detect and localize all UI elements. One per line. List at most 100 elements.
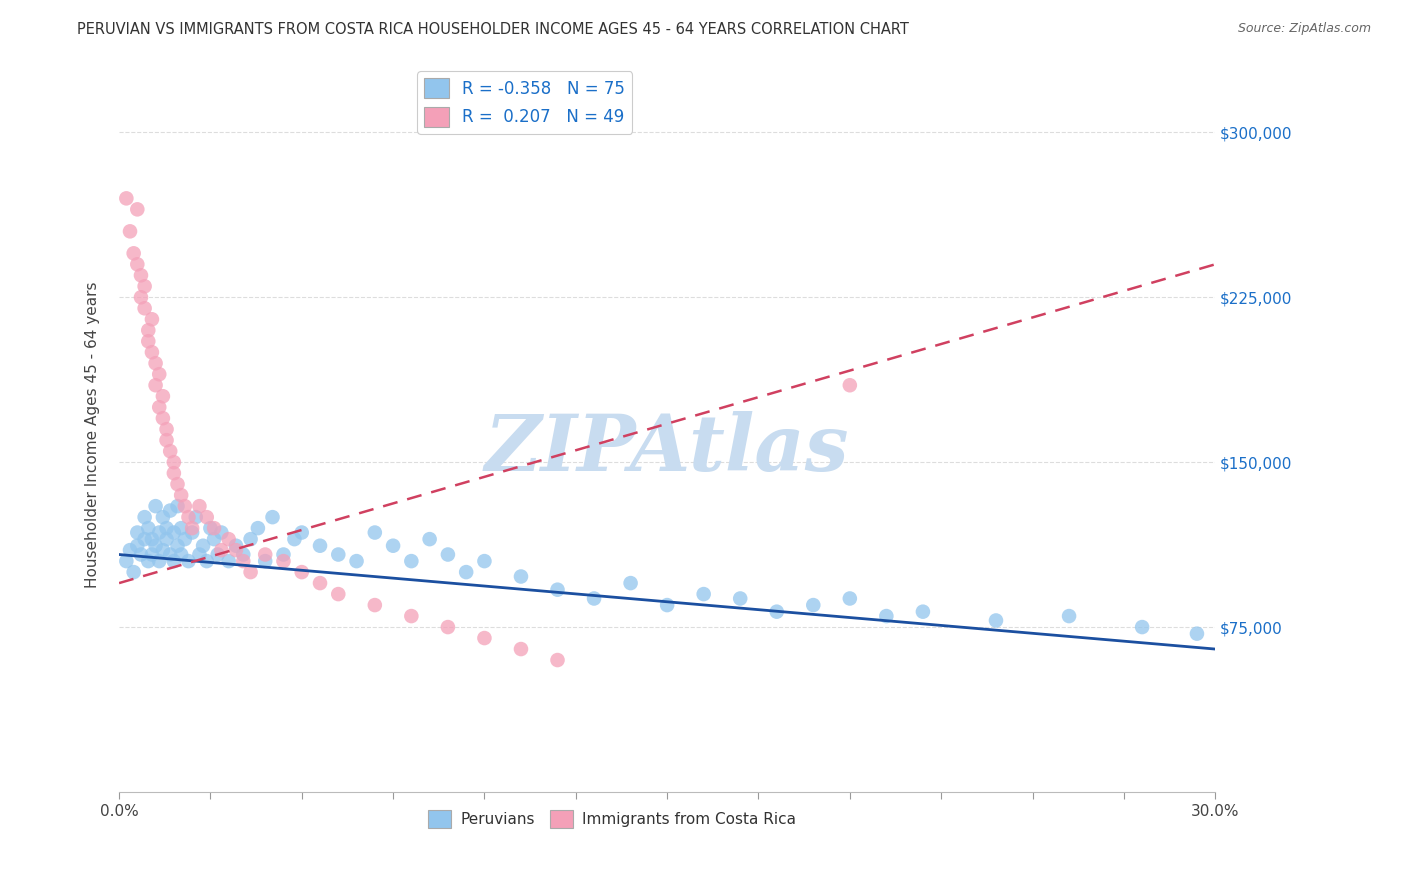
- Point: [127, 257, 149, 271]
- Point: [232, 548, 254, 562]
- Point: [127, 202, 149, 217]
- Point: [166, 477, 188, 491]
- Point: [191, 539, 214, 553]
- Point: [181, 525, 204, 540]
- Point: [218, 532, 240, 546]
- Point: [159, 444, 181, 458]
- Point: [163, 525, 186, 540]
- Point: [875, 609, 897, 624]
- Point: [170, 488, 193, 502]
- Point: [152, 389, 174, 403]
- Point: [728, 591, 751, 606]
- Point: [1130, 620, 1153, 634]
- Point: [129, 268, 152, 283]
- Point: [166, 499, 188, 513]
- Point: [283, 532, 305, 546]
- Point: [239, 532, 262, 546]
- Point: [148, 525, 170, 540]
- Point: [254, 554, 277, 568]
- Point: [145, 356, 167, 370]
- Point: [155, 521, 177, 535]
- Point: [547, 582, 569, 597]
- Point: [129, 290, 152, 304]
- Point: [163, 466, 186, 480]
- Point: [309, 539, 332, 553]
- Point: [346, 554, 368, 568]
- Point: [134, 532, 156, 546]
- Point: [1185, 626, 1208, 640]
- Point: [437, 620, 460, 634]
- Point: [184, 510, 207, 524]
- Point: [136, 323, 159, 337]
- Point: [127, 525, 149, 540]
- Point: [181, 521, 204, 535]
- Point: [141, 345, 163, 359]
- Point: [328, 587, 350, 601]
- Point: [155, 433, 177, 447]
- Point: [547, 653, 569, 667]
- Point: [328, 548, 350, 562]
- Point: [159, 503, 181, 517]
- Point: [134, 510, 156, 524]
- Point: [510, 642, 533, 657]
- Point: [155, 532, 177, 546]
- Point: [141, 532, 163, 546]
- Point: [364, 525, 387, 540]
- Point: [419, 532, 441, 546]
- Point: [152, 543, 174, 558]
- Point: [173, 532, 195, 546]
- Point: [456, 565, 478, 579]
- Point: [115, 191, 138, 205]
- Legend: Peruvians, Immigrants from Costa Rica: Peruvians, Immigrants from Costa Rica: [422, 804, 803, 834]
- Point: [148, 401, 170, 415]
- Point: [200, 521, 222, 535]
- Point: [155, 422, 177, 436]
- Point: [127, 539, 149, 553]
- Point: [583, 591, 606, 606]
- Point: [177, 510, 200, 524]
- Point: [170, 548, 193, 562]
- Point: [911, 605, 934, 619]
- Point: [474, 631, 496, 645]
- Point: [225, 543, 247, 558]
- Point: [474, 554, 496, 568]
- Point: [202, 521, 225, 535]
- Point: [401, 554, 423, 568]
- Point: [136, 554, 159, 568]
- Point: [134, 279, 156, 293]
- Point: [838, 378, 860, 392]
- Point: [838, 591, 860, 606]
- Point: [148, 368, 170, 382]
- Point: [188, 499, 211, 513]
- Point: [118, 224, 141, 238]
- Point: [115, 554, 138, 568]
- Point: [159, 548, 181, 562]
- Point: [510, 569, 533, 583]
- Point: [291, 565, 314, 579]
- Point: [620, 576, 643, 591]
- Point: [209, 525, 232, 540]
- Point: [437, 548, 460, 562]
- Point: [145, 378, 167, 392]
- Point: [152, 510, 174, 524]
- Point: [765, 605, 787, 619]
- Point: [692, 587, 714, 601]
- Point: [152, 411, 174, 425]
- Point: [801, 598, 824, 612]
- Point: [177, 554, 200, 568]
- Point: [254, 548, 277, 562]
- Y-axis label: Householder Income Ages 45 - 64 years: Householder Income Ages 45 - 64 years: [86, 282, 100, 588]
- Point: [655, 598, 678, 612]
- Point: [225, 539, 247, 553]
- Point: [170, 521, 193, 535]
- Point: [136, 334, 159, 349]
- Point: [202, 532, 225, 546]
- Point: [218, 554, 240, 568]
- Point: [984, 614, 1007, 628]
- Point: [382, 539, 405, 553]
- Point: [188, 548, 211, 562]
- Point: [273, 554, 295, 568]
- Point: [163, 554, 186, 568]
- Point: [239, 565, 262, 579]
- Point: [136, 521, 159, 535]
